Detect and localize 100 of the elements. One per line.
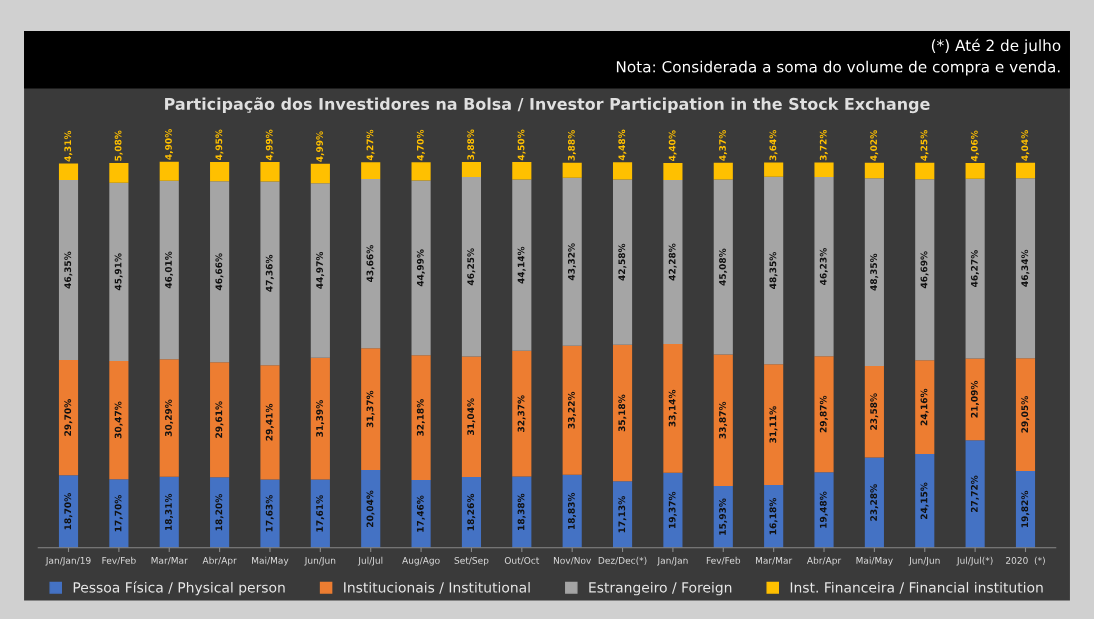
data-label: 23,58%: [870, 393, 879, 430]
bar: [512, 350, 532, 477]
data-label: 15,93%: [719, 498, 728, 535]
data-label: 3,64%: [769, 129, 778, 161]
bar: [915, 360, 935, 455]
bar: [713, 354, 733, 486]
data-label: 32,18%: [416, 399, 425, 436]
data-label: 4,25%: [920, 130, 929, 161]
bar: [109, 360, 129, 480]
data-label: 29,87%: [819, 395, 828, 433]
x-tick-label: Nov/Nov: [553, 557, 592, 565]
data-label: 46,27%: [970, 250, 979, 288]
bar: [915, 162, 935, 180]
data-label: 4,40%: [668, 130, 677, 161]
bar: [562, 474, 582, 548]
bar: [361, 348, 381, 471]
x-tick-label: Fev/Feb: [102, 556, 136, 565]
bar: [58, 359, 79, 476]
data-label: 21,09%: [970, 380, 979, 418]
data-label: 33,87%: [719, 401, 728, 439]
data-label: 43,66%: [366, 245, 375, 282]
bar: [814, 176, 834, 357]
bar: [411, 180, 431, 356]
bar: [663, 344, 683, 473]
x-tick-label: 2020 (*): [1006, 556, 1045, 565]
data-label: 18,31%: [165, 493, 174, 531]
data-label: 18,70%: [64, 493, 73, 530]
x-tick-label: Abr/Apr: [806, 556, 842, 566]
bar: [260, 479, 280, 548]
bar: [562, 162, 582, 178]
bar: [109, 163, 129, 183]
bar: [260, 181, 280, 366]
data-label: 29,61%: [215, 401, 224, 438]
bar: [1015, 162, 1036, 179]
bar: [814, 472, 834, 548]
bar: [965, 178, 985, 359]
data-label: 4,90%: [165, 129, 174, 160]
data-label: 31,37%: [366, 390, 375, 428]
bar: [915, 454, 935, 548]
x-tick-label: Jun/Jun: [908, 557, 940, 566]
bar: [159, 180, 179, 360]
data-label: 18,83%: [567, 492, 576, 530]
bar: [109, 479, 129, 548]
x-tick-label: Jan/Jan: [657, 557, 688, 566]
chart-title: Participação dos Investidores na Bolsa / Investor Participation in the Stock Exchange: [165, 97, 930, 114]
data-label: 31,04%: [467, 398, 476, 435]
legend-label: Inst. Financeira / Financial institution: [790, 581, 1043, 594]
data-label: 4,37%: [719, 130, 728, 161]
data-label: 46,69%: [920, 251, 929, 289]
bar: [965, 358, 985, 441]
data-label: 19,48%: [819, 491, 828, 528]
data-label: 17,46%: [416, 495, 425, 532]
data-label: 42,28%: [668, 243, 677, 281]
bar: [260, 162, 280, 182]
bar: [562, 345, 582, 475]
bar: [612, 344, 633, 482]
bar: [814, 162, 834, 177]
x-tick-label: Jul/Jul(*): [956, 556, 993, 566]
bar: [361, 470, 381, 548]
data-label: 44,99%: [416, 249, 425, 287]
data-label: 24,15%: [920, 482, 929, 520]
bar: [512, 179, 532, 351]
data-label: 42,58%: [618, 243, 627, 281]
data-label: 4,99%: [265, 129, 274, 161]
data-label: 46,34%: [1021, 249, 1030, 287]
bar: [210, 181, 230, 363]
x-tick-label: Aug/Ago: [402, 557, 440, 566]
bar: [663, 179, 683, 345]
bar: [159, 359, 179, 477]
bar: [361, 178, 381, 349]
data-label: 4,95%: [215, 129, 224, 161]
bar: [461, 161, 482, 178]
data-label: 19,82%: [1021, 490, 1030, 528]
data-label: 18,20%: [215, 493, 224, 531]
x-tick-label: Mai/May: [856, 556, 893, 566]
data-label: 32,37%: [517, 395, 526, 432]
bar: [361, 162, 381, 179]
legend-label: Pessoa Física / Physical person: [73, 581, 285, 596]
bar: [58, 475, 79, 548]
data-label: 30,29%: [165, 399, 174, 437]
data-label: 30,47%: [114, 401, 123, 439]
data-label: 47,36%: [265, 254, 274, 292]
data-label: 46,23%: [819, 248, 828, 285]
x-tick-label: Mar/Mar: [151, 557, 188, 565]
bar: [411, 480, 431, 548]
data-label: 3,88%: [467, 129, 476, 160]
data-label: 43,32%: [567, 243, 576, 281]
data-label: 18,26%: [467, 493, 476, 531]
bar: [461, 476, 482, 548]
bar: [210, 477, 230, 548]
bar: [310, 479, 330, 548]
data-label: 48,35%: [870, 253, 879, 291]
legend-label: Institucionais / Institutional: [344, 581, 530, 594]
x-tick-label: Jun/Jun: [304, 557, 336, 566]
bar: [612, 179, 633, 345]
data-label: 17,13%: [618, 496, 627, 533]
data-label: 4,99%: [316, 131, 325, 162]
bar: [310, 163, 330, 184]
data-label: 20,04%: [366, 490, 375, 528]
data-label: 16,18%: [769, 497, 778, 535]
